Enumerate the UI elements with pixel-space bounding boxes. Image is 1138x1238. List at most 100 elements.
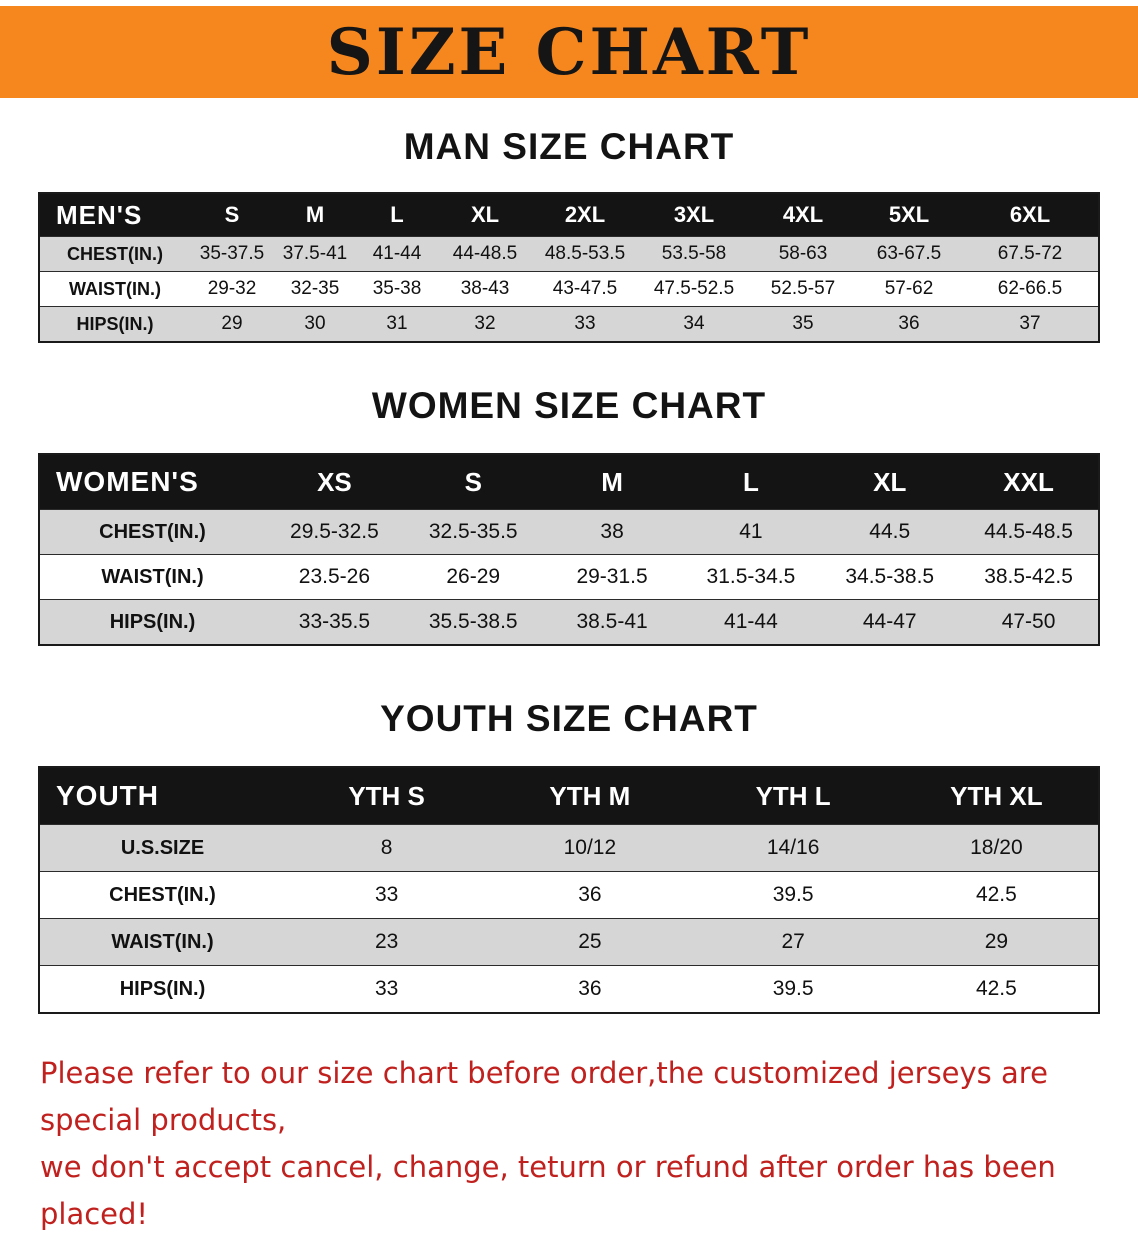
size-header-cell: YTH L — [755, 780, 831, 811]
mens-section: MAN SIZE CHART MEN'S S M L XL 2XL 3XL 4X… — [0, 126, 1138, 343]
row-label-cell: CHEST(IN.) — [67, 243, 163, 264]
order-disclaimer: Please refer to our size chart before or… — [40, 1050, 1118, 1238]
size-header-cell: L — [742, 466, 759, 497]
value-cell: 38.5-42.5 — [984, 565, 1073, 588]
size-header-cell: 2XL — [564, 202, 606, 227]
womens-size-table: WOMEN'S XS S M L XL XXL CHEST(IN.) 29.5-… — [38, 453, 1100, 646]
disclaimer-line-1: Please refer to our size chart before or… — [40, 1056, 1048, 1137]
value-cell: 37 — [1019, 313, 1041, 334]
value-cell: 30 — [304, 313, 326, 334]
size-header-cell: 5XL — [888, 202, 930, 227]
table-corner-cell: YOUTH — [56, 780, 159, 811]
value-cell: 38 — [600, 520, 624, 543]
womens-section: WOMEN SIZE CHART WOMEN'S XS S M L XL XXL… — [0, 385, 1138, 646]
disclaimer-line-2: we don't accept cancel, change, teturn o… — [40, 1149, 1056, 1231]
size-header-cell: YTH M — [549, 780, 631, 811]
value-cell: 23 — [374, 930, 399, 953]
value-cell: 33 — [374, 977, 399, 1000]
value-cell: 41-44 — [724, 610, 778, 633]
value-cell: 32 — [474, 313, 496, 334]
value-cell: 39.5 — [772, 977, 814, 1000]
table-row-hips: HIPS(IN.) 29 30 31 32 33 34 35 36 37 — [40, 306, 1098, 341]
value-cell: 38.5-41 — [576, 610, 648, 633]
value-cell: 44.5-48.5 — [984, 520, 1073, 543]
value-cell: 37.5-41 — [282, 243, 348, 264]
value-cell: 32-35 — [290, 278, 340, 299]
table-row-waist: WAIST(IN.) 23 25 27 29 — [40, 918, 1098, 965]
table-row-chest: CHEST(IN.) 29.5-32.5 32.5-35.5 38 41 44.… — [40, 509, 1098, 554]
size-header-cell: S — [224, 202, 240, 227]
value-cell: 31.5-34.5 — [706, 565, 796, 588]
mens-header-row: MEN'S S M L XL 2XL 3XL 4XL 5XL 6XL — [40, 194, 1098, 236]
row-label-cell: U.S.SIZE — [120, 836, 205, 859]
value-cell: 35.5-38.5 — [428, 610, 518, 633]
size-header-cell: L — [390, 202, 404, 227]
size-header-cell: YTH XL — [950, 780, 1043, 811]
value-cell: 35-37.5 — [199, 243, 265, 264]
value-cell: 36 — [578, 883, 602, 906]
value-cell: 48.5-53.5 — [544, 243, 626, 264]
value-cell: 35 — [792, 313, 814, 334]
value-cell: 41 — [739, 520, 763, 543]
row-label-cell: CHEST(IN.) — [99, 520, 206, 543]
size-header-cell: 6XL — [1009, 202, 1051, 227]
youth-chart-heading: YOUTH SIZE CHART — [380, 698, 758, 739]
size-header-cell: 4XL — [782, 202, 824, 227]
value-cell: 63-67.5 — [876, 243, 942, 264]
size-header-cell: XL — [873, 466, 907, 497]
value-cell: 29.5-32.5 — [290, 520, 379, 543]
mens-chart-heading: MAN SIZE CHART — [403, 126, 735, 167]
value-cell: 29 — [984, 930, 1009, 953]
size-header-cell: M — [601, 466, 623, 497]
value-cell: 10/12 — [563, 836, 617, 859]
size-header-cell: XS — [317, 466, 352, 497]
value-cell: 33 — [374, 883, 399, 906]
value-cell: 38-43 — [460, 278, 510, 299]
row-label-cell: CHEST(IN.) — [109, 883, 216, 906]
value-cell: 44.5 — [869, 520, 911, 543]
table-corner-cell: MEN'S — [56, 199, 143, 230]
value-cell: 33-35.5 — [298, 610, 371, 633]
value-cell: 31 — [386, 313, 408, 334]
value-cell: 43-47.5 — [552, 278, 618, 299]
value-cell: 33 — [574, 313, 596, 334]
womens-header-row: WOMEN'S XS S M L XL XXL — [40, 455, 1098, 509]
value-cell: 62-66.5 — [997, 278, 1063, 299]
row-label-cell: HIPS(IN.) — [76, 313, 154, 334]
value-cell: 42.5 — [975, 977, 1017, 1000]
row-label-cell: WAIST(IN.) — [111, 930, 214, 953]
row-label-cell: HIPS(IN.) — [109, 610, 196, 633]
value-cell: 29 — [221, 313, 243, 334]
size-header-cell: XL — [470, 202, 500, 227]
size-header-cell: 3XL — [673, 202, 715, 227]
size-header-cell: XXL — [1003, 466, 1054, 497]
table-row-waist: WAIST(IN.) 23.5-26 26-29 29-31.5 31.5-34… — [40, 554, 1098, 599]
size-header-cell: M — [305, 202, 325, 227]
value-cell: 32.5-35.5 — [428, 520, 518, 543]
value-cell: 34.5-38.5 — [845, 565, 935, 588]
value-cell: 29-31.5 — [576, 565, 648, 588]
value-cell: 27 — [781, 930, 805, 953]
value-cell: 47-50 — [1001, 610, 1056, 633]
value-cell: 36 — [898, 313, 920, 334]
size-chart-banner: SIZE CHART — [0, 6, 1138, 98]
womens-chart-heading: WOMEN SIZE CHART — [371, 385, 767, 426]
size-header-cell: S — [464, 466, 482, 497]
table-row-ussize: U.S.SIZE 8 10/12 14/16 18/20 — [40, 824, 1098, 871]
value-cell: 29-32 — [207, 278, 257, 299]
table-row-hips: HIPS(IN.) 33-35.5 35.5-38.5 38.5-41 41-4… — [40, 599, 1098, 644]
table-row-hips: HIPS(IN.) 33 36 39.5 42.5 — [40, 965, 1098, 1012]
row-label-cell: WAIST(IN.) — [69, 278, 161, 299]
value-cell: 39.5 — [772, 883, 814, 906]
value-cell: 34 — [683, 313, 705, 334]
value-cell: 8 — [380, 836, 393, 859]
value-cell: 36 — [578, 977, 602, 1000]
table-row-chest: CHEST(IN.) 35-37.5 37.5-41 41-44 44-48.5… — [40, 236, 1098, 271]
row-label-cell: WAIST(IN.) — [101, 565, 204, 588]
value-cell: 18/20 — [970, 836, 1023, 859]
value-cell: 44-47 — [862, 610, 917, 633]
value-cell: 44-48.5 — [452, 243, 518, 264]
value-cell: 67.5-72 — [997, 243, 1063, 264]
value-cell: 26-29 — [446, 565, 501, 588]
value-cell: 35-38 — [372, 278, 422, 299]
